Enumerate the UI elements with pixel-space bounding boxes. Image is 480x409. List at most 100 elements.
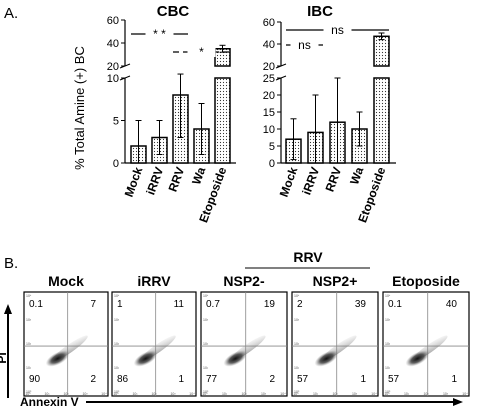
flow-x-tick-label: 10² <box>241 392 247 396</box>
significance-label: ns <box>298 38 311 52</box>
category-label: Wa <box>347 165 366 187</box>
flow-x-tick-label: 10¹ <box>404 392 410 396</box>
significance-label: ns <box>331 23 344 37</box>
quadrant-value-ul: 0.1 <box>29 299 43 310</box>
axis-break <box>275 63 287 69</box>
significance-bg <box>187 45 216 57</box>
quadrant-value-ur: 39 <box>355 299 367 310</box>
flow-y-tick-label: 10⁰ <box>385 390 391 394</box>
flow-panel-title: NSP2- <box>223 273 265 289</box>
flow-panel-title: iRRV <box>137 273 171 289</box>
axis-break <box>119 75 131 81</box>
flow-x-tick-label: 10⁰ <box>25 392 31 396</box>
flow-x-tick-label: 10⁴ <box>280 392 286 396</box>
quadrant-value-ll: 57 <box>297 374 309 385</box>
flow-x-tick-label: 10⁰ <box>202 392 208 396</box>
flow-y-tick-label: 10⁰ <box>294 390 300 394</box>
flow-density <box>223 350 248 367</box>
flow-x-tick-label: 10⁰ <box>384 392 390 396</box>
flow-x-tick-label: 10⁴ <box>371 392 377 396</box>
bar-lower <box>373 77 390 164</box>
y-tick-label: 60 <box>263 17 275 29</box>
y-tick-label: 10 <box>107 73 119 85</box>
flow-x-tick-label: 10¹ <box>132 392 138 396</box>
category-label: Mock <box>122 165 146 199</box>
pi-axis-label: PI <box>0 352 9 363</box>
flow-y-tick-label: 10⁰ <box>114 390 120 394</box>
flow-x-tick-label: 10¹ <box>44 392 50 396</box>
flow-x-tick-label: 10³ <box>82 392 88 396</box>
category-label: Wa <box>189 165 208 187</box>
quadrant-value-ul: 2 <box>297 299 303 310</box>
flow-y-tick-label: 10² <box>26 342 32 346</box>
quadrant-value-lr: 2 <box>90 374 96 385</box>
axis-break <box>119 63 131 69</box>
flow-y-tick-label: 10⁴ <box>26 294 32 298</box>
y-axis-label: % Total Amine (+) BC <box>72 46 87 170</box>
y-tick-label: 20 <box>263 61 275 73</box>
flow-y-tick-label: 10¹ <box>203 366 209 370</box>
quadrant-value-ur: 11 <box>174 299 185 310</box>
flow-y-tick-label: 10¹ <box>385 366 391 370</box>
y-tick-label: 20 <box>107 61 119 73</box>
bar-lower <box>214 77 231 164</box>
quadrant-value-lr: 1 <box>178 374 184 385</box>
significance-label: * <box>199 45 204 59</box>
flow-panel-title: NSP2+ <box>313 273 358 289</box>
flow-y-tick-label: 10² <box>114 342 120 346</box>
bar-upper <box>373 35 390 67</box>
flow-plot-frame <box>200 291 288 397</box>
category-label: RRV <box>166 165 188 193</box>
flow-y-tick-label: 10⁰ <box>26 390 32 394</box>
flow-y-tick-label: 10⁴ <box>385 294 391 298</box>
flow-x-tick-label: 10⁴ <box>189 392 195 396</box>
flow-x-tick-label: 10³ <box>261 392 267 396</box>
quadrant-value-ul: 0.1 <box>388 299 402 310</box>
significance-bg <box>290 38 319 50</box>
quadrant-value-ll: 57 <box>388 374 400 385</box>
y-tick-label: 20 <box>263 90 275 102</box>
flow-y-tick-label: 10¹ <box>294 366 300 370</box>
flow-y-tick-label: 10¹ <box>26 366 32 370</box>
quadrant-value-ll: 86 <box>117 374 129 385</box>
flow-y-tick-label: 10¹ <box>114 366 120 370</box>
quadrant-value-ur: 19 <box>264 299 276 310</box>
flow-x-tick-label: 10⁰ <box>293 392 299 396</box>
y-tick-label: 25 <box>263 73 275 85</box>
y-tick-label: 15 <box>263 107 275 119</box>
flow-x-tick-label: 10² <box>63 392 69 396</box>
category-label: RRV <box>323 165 345 193</box>
flow-x-tick-label: 10² <box>151 392 157 396</box>
flow-plot-frame <box>382 291 470 397</box>
flow-plot-frame <box>291 291 379 397</box>
quadrant-value-lr: 1 <box>360 374 366 385</box>
chart-title-cbc: CBC <box>157 3 190 20</box>
flow-x-tick-label: 10² <box>332 392 338 396</box>
y-tick-label: 5 <box>113 116 119 128</box>
flow-x-tick-label: 10⁰ <box>113 392 119 396</box>
flow-y-tick-label: 10⁴ <box>203 294 209 298</box>
flow-x-tick-label: 10⁴ <box>462 392 468 396</box>
flow-y-tick-label: 10³ <box>26 318 32 322</box>
flow-y-tick-label: 10⁴ <box>294 294 300 298</box>
quadrant-value-lr: 1 <box>451 374 457 385</box>
y-tick-label: 0 <box>113 158 119 170</box>
flow-x-tick-label: 10³ <box>170 392 176 396</box>
panel-label-a: A. <box>4 5 18 22</box>
flow-panel-title: Mock <box>48 273 84 289</box>
y-tick-label: 40 <box>107 38 119 50</box>
flow-density <box>133 350 158 367</box>
y-tick-label: 0 <box>269 158 275 170</box>
significance-bg <box>145 27 174 39</box>
flow-y-tick-label: 10³ <box>203 318 209 322</box>
flow-x-tick-label: 10³ <box>443 392 449 396</box>
quadrant-value-ul: 0.7 <box>206 299 220 310</box>
flow-density <box>314 350 339 367</box>
y-tick-label: 10 <box>263 124 275 136</box>
